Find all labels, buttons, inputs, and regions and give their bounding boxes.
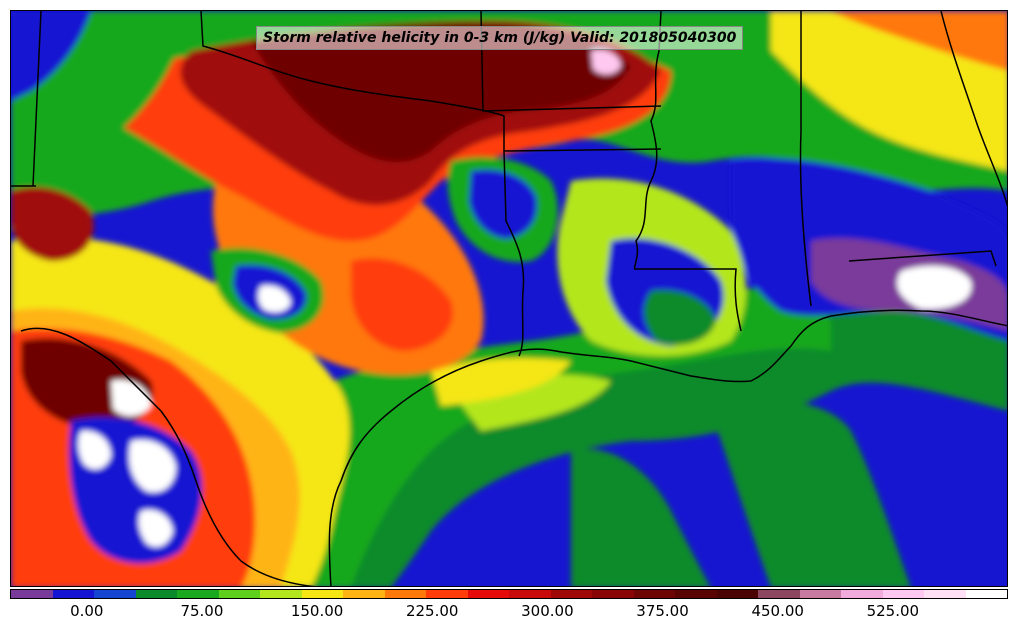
colorbar-tick-label: 525.00 — [866, 602, 920, 620]
colorbar-segment — [965, 590, 1007, 598]
colorbar-segment — [675, 590, 717, 598]
colorbar-tick-label: 375.00 — [636, 602, 689, 620]
colorbar-segment — [633, 590, 675, 598]
colorbar-tick-label: 225.00 — [405, 602, 459, 620]
colorbar-segment — [135, 590, 177, 598]
oklahoma-texas-border — [200, 11, 505, 151]
mississippi-alabama-border — [799, 11, 812, 307]
colorbar-segment — [758, 590, 800, 598]
texas-louisiana-border — [503, 150, 525, 357]
colorbar-tick-label: 150.00 — [290, 602, 344, 620]
colorbar-segment — [426, 590, 468, 598]
map-frame: Storm relative helicity in 0-3 km (J/kg)… — [10, 10, 1008, 587]
florida-panhandle-border — [848, 250, 997, 267]
alabama-georgia-border — [940, 11, 1007, 207]
colorbar-tick-label: 450.00 — [751, 602, 804, 620]
colorbar-segment — [592, 590, 634, 598]
colorbar-segment — [882, 590, 924, 598]
colorbar-segment — [52, 590, 94, 598]
colorbar-segment — [260, 590, 302, 598]
colorbar-segment — [343, 590, 385, 598]
colorbar-tick-label: 0.00 — [70, 602, 104, 620]
title-box: Storm relative helicity in 0-3 km (J/kg)… — [256, 26, 744, 50]
texas-mexico-border — [20, 327, 316, 586]
nm-texas-border — [32, 11, 42, 187]
arkansas-louisiana-border — [503, 148, 662, 152]
boundaries — [11, 11, 1007, 586]
colorbar-segment — [467, 590, 509, 598]
colorbar-segment — [301, 590, 343, 598]
colorbar-segment — [799, 590, 841, 598]
colorbar-segment — [550, 590, 592, 598]
colorbar-segment — [11, 590, 53, 598]
colorbar-tick-label: 300.00 — [521, 602, 574, 620]
colorbar — [10, 589, 1008, 599]
colorbar-segment — [841, 590, 883, 598]
colorbar-segment — [509, 590, 551, 598]
colorbar-segment — [716, 590, 758, 598]
colorbar-segment — [924, 590, 966, 598]
colorbar-segment — [177, 590, 219, 598]
colorbar-tick-label: 75.00 — [180, 602, 224, 620]
colorbar-labels: 0.00 75.00 150.00 225.00 300.00 375.00 450.00 5… — [10, 602, 1008, 622]
field-contours — [11, 11, 1007, 586]
mississippi-river — [633, 11, 742, 332]
colorbar-segment — [384, 590, 426, 598]
colorbar-segment — [218, 590, 260, 598]
helicity-map — [11, 11, 1007, 586]
colorbar-segment — [94, 590, 136, 598]
map-title: Storm relative helicity in 0-3 km (J/kg)… — [263, 30, 737, 46]
gulf-coastline — [328, 309, 1007, 586]
